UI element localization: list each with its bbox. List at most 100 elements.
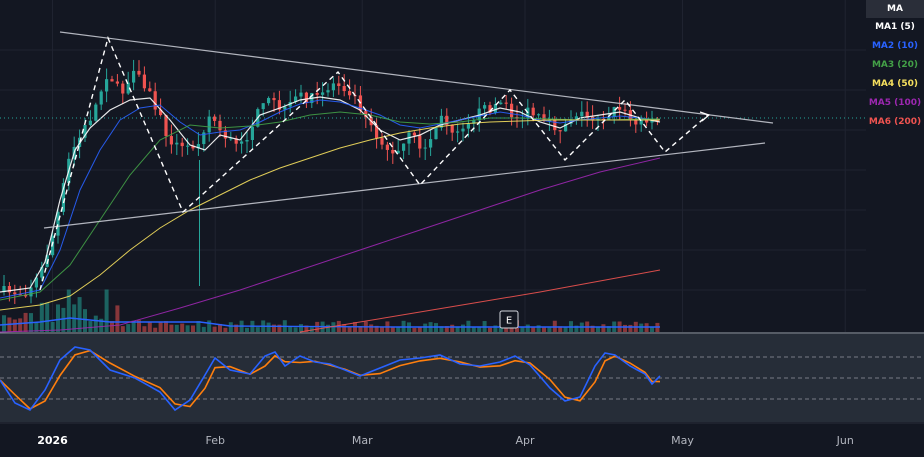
candle-body-86 [466,123,470,129]
volume-bar-110 [596,326,600,332]
candle-body-99 [537,114,541,116]
candle-body-6 [34,277,38,288]
candle-body-111 [601,118,605,120]
volume-bar-20 [110,321,114,332]
candle-body-81 [439,115,443,128]
volume-bar-38 [207,320,212,332]
time-tick-2026: 2026 [37,434,68,447]
candle-body-46 [250,126,254,140]
volume-bar-66 [358,326,363,332]
zigzag-wave [39,35,709,291]
candle-body-62 [337,83,341,87]
volume-bar-32 [174,324,179,332]
volume-bar-55 [299,324,303,332]
volume-bar-17 [93,315,98,332]
candle-body-54 [294,96,298,102]
volume-bar-115 [623,324,627,332]
legend-ma3[interactable]: MA3 (20) [871,60,919,70]
zigzag-arrowhead [699,111,711,122]
candle-body-56 [304,92,308,104]
candle-body-74 [402,143,406,151]
candle-body-67 [364,110,368,118]
volume-bar-8 [45,302,50,332]
candle-body-33 [180,142,184,147]
time-tick-feb: Feb [206,434,225,447]
candle-body-34 [186,145,190,147]
candle-body-49 [267,97,271,104]
volume-bar-82 [444,326,449,332]
candle-body-80 [434,127,438,140]
volume-bar-100 [542,327,546,332]
volume-bar-101 [547,327,552,332]
volume-bar-104 [563,326,568,332]
candle-body-103 [558,130,562,132]
volume-bar-19 [104,289,109,332]
candle-body-64 [348,91,352,96]
volume-bar-109 [590,325,595,332]
legend-ma5[interactable]: MA5 (100) [868,98,922,108]
time-tick-jun: Jun [836,434,854,447]
candle-body-27 [148,88,152,92]
candle-body-31 [169,136,173,145]
candle-body-23 [126,82,130,94]
volume-bar-15 [83,309,87,332]
candle-body-117 [634,120,638,125]
volume-bar-34 [185,325,190,332]
candle-body-59 [321,92,325,95]
candle-body-58 [315,92,319,95]
candle-body-73 [396,150,400,154]
volume-bar-41 [223,327,228,332]
candle-body-100 [542,114,546,121]
candle-body-91 [493,104,497,113]
candle-body-10 [56,211,60,236]
volume-bar-68 [369,324,374,332]
volume-bar-50 [272,324,276,332]
candle-body-51 [277,100,281,110]
candle-body-82 [445,115,449,125]
earnings-marker [499,310,519,329]
volume-bar-97 [525,324,530,332]
volume-bar-72 [390,327,395,332]
volume-bar-10 [56,304,60,332]
candle-body-114 [618,107,622,110]
legend-ma1[interactable]: MA1 (5) [875,22,915,32]
legend-ma4[interactable]: MA4 (50) [871,79,919,89]
candle-body-69 [375,125,379,139]
volume-bar-6 [34,322,39,332]
candle-body-37 [202,132,206,145]
volume-bar-18 [99,318,104,332]
oscillator-k-line [0,346,661,412]
candle-body-30 [164,115,168,137]
candle-body-98 [531,107,535,116]
candle-body-39 [213,116,217,121]
candle-body-61 [331,83,335,91]
candle-body-104 [564,123,568,132]
volume-bar-9 [50,321,55,332]
legend-ma6[interactable]: MA6 (200) [868,117,922,127]
candle-body-15 [83,125,87,138]
candle-body-21 [115,81,119,84]
volume-bar-88 [477,327,482,332]
volume-bar-45 [245,327,249,332]
volume-bar-11 [61,307,66,332]
volume-bar-87 [471,326,476,332]
candle-body-77 [418,135,422,149]
volume-bar-98 [531,327,536,332]
volume-bar-16 [88,321,93,332]
candle-body-7 [40,266,44,278]
candle-body-11 [61,183,65,212]
volume-bar-60 [326,324,330,332]
volume-bar-63 [342,324,347,332]
volume-bar-91 [493,325,498,332]
volume-bar-64 [347,327,352,332]
candle-body-40 [218,120,222,131]
legend-ma2[interactable]: MA2 (10) [871,41,919,51]
volume-bar-23 [126,324,131,332]
volume-bar-81 [439,326,444,332]
candle-body-29 [159,109,163,116]
volume-bar-40 [218,323,222,332]
volume-bar-84 [455,327,460,332]
candle-body-18 [99,91,103,105]
